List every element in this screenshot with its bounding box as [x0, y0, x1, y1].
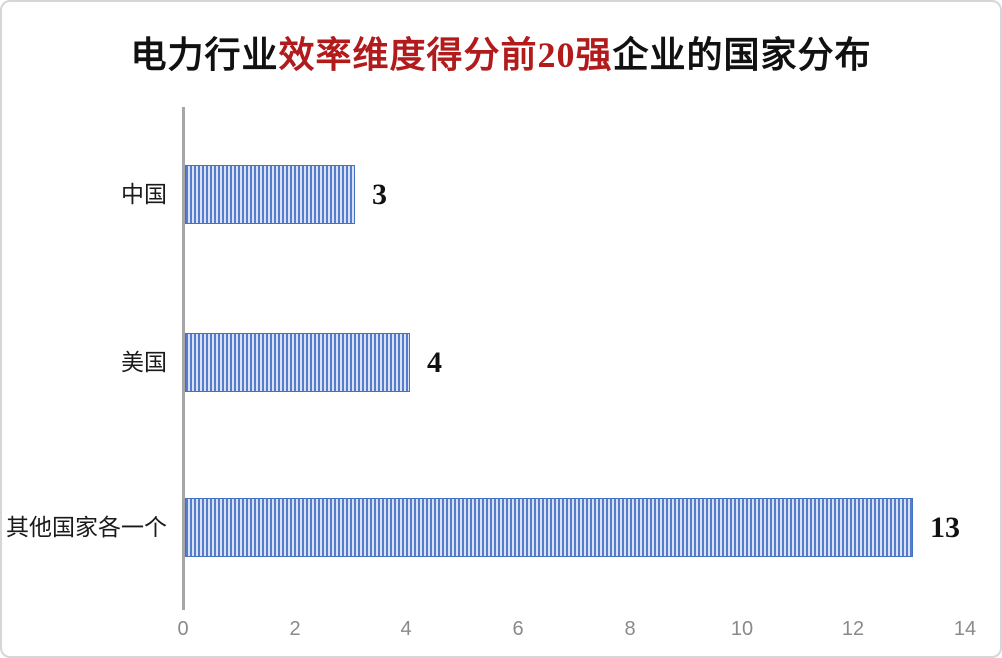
- x-tick: 8: [624, 618, 636, 640]
- bar-row: 13: [185, 498, 960, 557]
- value-label-usa: 4: [427, 346, 442, 379]
- x-tick: 4: [400, 618, 412, 640]
- bar-china: [185, 165, 355, 224]
- x-tick: 0: [177, 618, 189, 640]
- chart-title: 电力行业效率维度得分前20强企业的国家分布: [2, 26, 1000, 78]
- category-label-other: 其他国家各一个: [6, 515, 167, 540]
- value-label-china: 3: [372, 178, 387, 211]
- x-tick: 2: [289, 618, 301, 640]
- bar-usa: [185, 333, 410, 392]
- category-label-usa: 美国: [121, 350, 167, 375]
- x-tick: 14: [953, 618, 977, 640]
- bar-row: 3: [185, 165, 387, 224]
- bar-row: 4: [185, 333, 442, 392]
- y-axis-line: [182, 107, 185, 610]
- value-label-other: 13: [930, 511, 960, 544]
- x-tick: 6: [512, 618, 524, 640]
- x-tick: 12: [841, 618, 865, 640]
- x-axis-tick-labels: 0 2 4 6 8 10 12 14: [2, 618, 1000, 646]
- chart-title-highlight: 效率维度得分前20强: [278, 35, 613, 75]
- bar-other: [185, 498, 913, 557]
- category-label-china: 中国: [121, 182, 167, 207]
- chart-title-part3: 企业的国家分布: [612, 35, 872, 75]
- chart-title-part1: 电力行业: [130, 35, 279, 75]
- x-tick: 10: [730, 618, 754, 640]
